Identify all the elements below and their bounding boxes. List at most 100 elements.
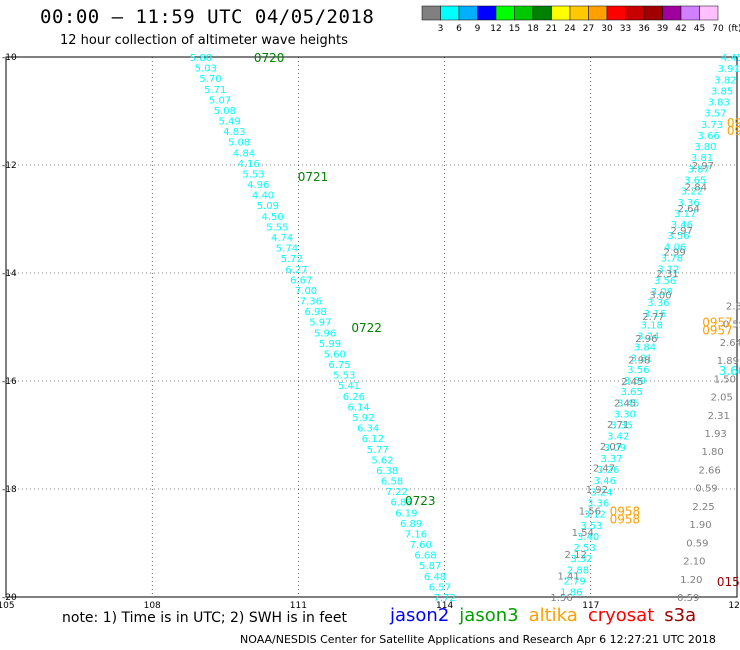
wave-height-point: 2.97 bbox=[671, 226, 693, 237]
legend-entry-s3a: s3a bbox=[664, 605, 697, 626]
wave-height-point: 3.22 bbox=[681, 187, 703, 198]
wave-height-point: 0.59 bbox=[677, 593, 699, 604]
wave-height-point: 4.50 bbox=[261, 212, 283, 223]
wave-height-point: 1.20 bbox=[680, 575, 702, 586]
wave-height-point: 3.57 bbox=[704, 109, 726, 120]
colorbar-label: 27 bbox=[583, 24, 594, 34]
wave-height-point: 7.00 bbox=[295, 286, 317, 297]
wave-height-point: 2.53 bbox=[574, 543, 596, 554]
y-tick-label: -16 bbox=[2, 377, 17, 387]
wave-height-point: 4.06 bbox=[664, 242, 686, 253]
wave-height-point: 3.45 bbox=[617, 398, 639, 409]
wave-height-point: 5.08 bbox=[214, 106, 236, 117]
wave-height-point: 6.19 bbox=[395, 508, 417, 519]
colorbar-label: 9 bbox=[475, 24, 481, 34]
x-tick-label: 120 bbox=[728, 601, 740, 610]
wave-height-point: 6.34 bbox=[357, 424, 379, 435]
footer-note: note: 1) Time is in UTC; 2) SWH is in fe… bbox=[62, 610, 348, 626]
wave-height-point: 6.98 bbox=[304, 307, 326, 318]
wave-height-point: 6.89 bbox=[400, 519, 422, 530]
wave-height-point: 2.05 bbox=[711, 393, 733, 404]
colorbar-unit: (ft) bbox=[728, 24, 740, 34]
colorbar-label: 15 bbox=[509, 24, 520, 34]
colorbar-label: 36 bbox=[638, 24, 650, 34]
colorbar-label: 39 bbox=[657, 24, 669, 34]
wave-height-point: 3.87 bbox=[687, 164, 709, 175]
wave-height-point: 3.30 bbox=[614, 409, 636, 420]
colorbar-swatch bbox=[699, 5, 719, 21]
wave-height-point: 2.96 bbox=[635, 334, 657, 345]
colorbar-label: 45 bbox=[694, 24, 705, 34]
wave-height-point: 2.31 bbox=[708, 411, 730, 422]
wave-height-point: 3.18 bbox=[641, 320, 663, 331]
wave-height-point: 2.98 bbox=[628, 355, 650, 366]
wave-height-point: 3.56 bbox=[627, 365, 649, 376]
wave-height-point: 3.36 bbox=[677, 198, 699, 209]
wave-height-point: 3.36 bbox=[587, 499, 609, 510]
wave-height-point: 5.96 bbox=[314, 328, 336, 339]
wave-height-point: 1.90 bbox=[689, 520, 711, 531]
y-tick-label: -18 bbox=[2, 485, 17, 495]
wave-height-point: 3.37 bbox=[600, 454, 622, 465]
wave-height-point: 3.73 bbox=[701, 120, 723, 131]
wave-height-point: 5.41 bbox=[338, 381, 360, 392]
legend-entry-cryosat: cryosat bbox=[587, 605, 655, 626]
pass-time-label: 0722 bbox=[351, 321, 382, 335]
x-tick-label: 111 bbox=[290, 601, 307, 610]
wave-height-point: 2.77 bbox=[642, 312, 664, 323]
wave-height-point: 5.72 bbox=[281, 254, 303, 265]
wave-height-point: 5.49 bbox=[218, 117, 240, 128]
wave-height-point: 3.91 bbox=[718, 64, 740, 75]
wave-height-point: 7.60 bbox=[410, 540, 432, 551]
wave-height-point: 2.31 bbox=[656, 269, 678, 280]
wave-height-point: 1.50 bbox=[714, 374, 736, 385]
wave-height-point: 5.62 bbox=[371, 455, 393, 466]
wave-height-point: 2.25 bbox=[692, 502, 714, 513]
wave-height-point: 4.83 bbox=[223, 127, 245, 138]
wave-height-point: 3.35 bbox=[610, 421, 632, 432]
colorbar-label: 6 bbox=[456, 24, 462, 34]
wave-height-point: 3.56 bbox=[654, 276, 676, 287]
legend-entry-jason2: jason2 bbox=[390, 605, 450, 626]
wave-height-point: 1.54 bbox=[572, 528, 594, 539]
pass-time-label: 0957 bbox=[702, 316, 733, 330]
wave-height-point: 6.58 bbox=[381, 477, 403, 488]
colorbar-label: 21 bbox=[546, 24, 557, 34]
wave-height-point: 6.68 bbox=[414, 551, 436, 562]
wave-height-point: 4.45 bbox=[721, 53, 740, 64]
wave-height-point: 3.66 bbox=[698, 131, 720, 142]
wave-height-point: 7.36 bbox=[300, 297, 322, 308]
wave-height-point: 3.65 bbox=[684, 176, 706, 187]
wave-height-point: 2.64 bbox=[678, 204, 700, 215]
wave-height-point: 6.26 bbox=[343, 392, 365, 403]
wave-height-point: 1.80 bbox=[702, 447, 724, 458]
colorbar-label: 3 bbox=[438, 24, 444, 34]
wave-height-point: 3.17 bbox=[674, 209, 696, 220]
wave-height-point: 5.08 bbox=[228, 138, 250, 149]
wave-height-point: 1.93 bbox=[705, 429, 727, 440]
wave-height-point: 3.53 bbox=[580, 521, 602, 532]
wave-height-point: 5.60 bbox=[324, 349, 346, 360]
wave-height-point: 2.88 bbox=[726, 301, 740, 312]
wave-height-point: 6.75 bbox=[328, 360, 350, 371]
wave-height-point: 2.88 bbox=[567, 565, 589, 576]
wave-height-point: 5.74 bbox=[276, 244, 298, 255]
colorbar-label: 70 bbox=[712, 24, 724, 34]
wave-height-point: 3.16 bbox=[644, 309, 666, 320]
wave-height-point: 3.36 bbox=[647, 298, 669, 309]
wave-height-point: 6.27 bbox=[285, 265, 307, 276]
wave-height-point: 4.16 bbox=[238, 159, 260, 170]
wave-height-point: 5.77 bbox=[367, 445, 389, 456]
wave-height-point: 2.97 bbox=[692, 161, 714, 172]
wave-height-point: 3.09 bbox=[604, 443, 626, 454]
x-tick-label: 117 bbox=[582, 601, 599, 610]
wave-height-point: 3.78 bbox=[661, 253, 683, 264]
pass-time-label: 0957 bbox=[702, 324, 733, 338]
wave-height-point: 6.14 bbox=[347, 402, 369, 413]
x-tick-label: 105 bbox=[0, 601, 15, 610]
wave-height-point: 3.24 bbox=[637, 331, 659, 342]
wave-height-point: 5.87 bbox=[419, 561, 441, 572]
colorbar-label: 18 bbox=[527, 24, 539, 34]
colorbar-label: 42 bbox=[675, 24, 686, 34]
